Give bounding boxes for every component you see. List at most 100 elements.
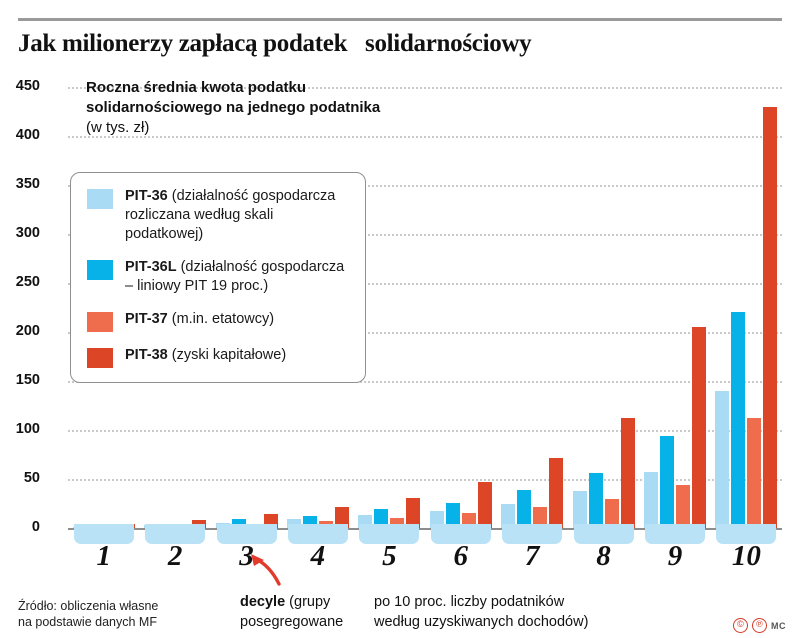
- bar-pit-36l-decile-9: [659, 435, 674, 528]
- phonogram-icon: ℗: [752, 618, 767, 633]
- bar-pit-37-decile-9: [675, 484, 690, 528]
- axis-caption-line2-right: według uzyskiwanych dochodów): [374, 614, 589, 630]
- legend-swatch-pit-36l: [87, 260, 113, 280]
- legend-label-pit-36l: PIT-36L (działalność gospodarcza – linio…: [125, 258, 353, 296]
- tick-highlight-10: [716, 524, 777, 544]
- bar-pit-38-decile-8: [620, 418, 635, 528]
- y-axis-tick-0: 0: [31, 519, 40, 535]
- bar-group-decile-1: [68, 87, 139, 544]
- bar-group-decile-5: [354, 87, 425, 544]
- gridline-450: [68, 87, 782, 89]
- gridline-300: [68, 234, 782, 236]
- tick-highlight-4: [287, 524, 348, 544]
- y-axis-tick-450: 450: [15, 78, 40, 94]
- x-axis-label-1: 1: [96, 540, 111, 572]
- gridline-200: [68, 332, 782, 334]
- bar-pit-38-decile-9: [691, 327, 706, 528]
- bar-pit-36-decile-6: [429, 511, 444, 528]
- axis-caption: decyle (grupy po 10 proc. liczby podatni…: [240, 592, 760, 632]
- y-axis-tick-200: 200: [15, 323, 40, 339]
- y-axis-tick-300: 300: [15, 225, 40, 241]
- legend-swatch-pit-38: [87, 348, 113, 368]
- bar-pit-36l-decile-7: [517, 489, 532, 528]
- bar-group-decile-10: [711, 87, 782, 544]
- bar-pit-36-decile-9: [643, 472, 658, 528]
- x-axis-label-3: 3: [239, 540, 254, 572]
- bar-pit-37-decile-10: [747, 418, 762, 528]
- bar-pit-36l-decile-4: [302, 516, 317, 528]
- legend-item-pit-36l: PIT-36L (działalność gospodarcza – linio…: [87, 258, 353, 296]
- x-axis-labels: 1 2 3 4 5 6 7 8 9 10: [68, 536, 782, 580]
- bar-pit-38-decile-4: [334, 507, 349, 528]
- bar-pit-36l-decile-8: [588, 473, 603, 528]
- x-axis-label-7: 7: [524, 540, 540, 572]
- bar-group-decile-2: [139, 87, 210, 544]
- gridline-100: [68, 430, 782, 432]
- legend-desc-pit-38: (zyski kapitałowe): [167, 347, 287, 363]
- bar-pit-37-decile-5: [390, 518, 405, 528]
- bar-pit-38-decile-10: [763, 106, 778, 528]
- author-initials: MC: [771, 620, 786, 631]
- legend-name-pit-37: PIT-37: [125, 311, 168, 327]
- gridline-250: [68, 283, 782, 285]
- axis-caption-line1-right: po 10 proc. liczby podatników: [374, 594, 565, 610]
- chart-subtitle: Roczna średnia kwota podatku solidarnośc…: [86, 78, 386, 138]
- chart-legend: PIT-36 (działalność gospodarcza rozlicza…: [70, 172, 366, 383]
- y-axis-tick-400: 400: [15, 127, 40, 143]
- source-line-2: na podstawie danych MF: [18, 615, 157, 629]
- chart-subtitle-unit: (w tys. zł): [86, 119, 150, 136]
- x-axis-label-8: 8: [596, 540, 611, 572]
- axis-caption-line1-left-text: (grupy: [285, 594, 331, 610]
- legend-name-pit-36l: PIT-36L: [125, 259, 177, 275]
- bar-group-decile-3: [211, 87, 282, 544]
- x-axis-label-2: 2: [167, 540, 183, 572]
- bar-group-decile-7: [496, 87, 567, 544]
- bar-group-decile-6: [425, 87, 496, 544]
- tick-highlight-8: [573, 524, 634, 544]
- bar-pit-36-decile-10: [715, 390, 730, 528]
- axis-caption-line2-left: posegregowane: [240, 614, 344, 630]
- legend-swatch-pit-36: [87, 189, 113, 209]
- copyright-marks: © ℗ MC: [733, 618, 786, 633]
- gridline-350: [68, 185, 782, 187]
- legend-label-pit-38: PIT-38 (zyski kapitałowe): [125, 346, 286, 365]
- chart-area: 0 50 100 150 200 250 300 350 400 450 1 2 3 4 5 6 7 8 9 10: [16, 78, 782, 572]
- legend-label-pit-36: PIT-36 (działalność gospodarcza rozlicza…: [125, 187, 353, 244]
- y-axis-tick-50: 50: [23, 470, 40, 486]
- axis-caption-keyword: decyle: [240, 594, 286, 610]
- legend-item-pit-36: PIT-36 (działalność gospodarcza rozlicza…: [87, 187, 353, 244]
- bar-pit-37-decile-7: [533, 507, 548, 528]
- chart-subtitle-bold: Roczna średnia kwota podatku solidarnośc…: [86, 79, 381, 116]
- bar-pit-37-decile-8: [604, 498, 619, 528]
- y-axis-tick-350: 350: [15, 176, 40, 192]
- tick-highlight-7: [502, 524, 563, 544]
- legend-swatch-pit-37: [87, 312, 113, 332]
- tick-highlight-2: [145, 524, 206, 544]
- gridline-400: [68, 136, 782, 138]
- bar-pit-36-decile-4: [286, 519, 301, 528]
- source-line-1: Źródło: obliczenia własne: [18, 599, 159, 613]
- bar-group-decile-9: [639, 87, 710, 544]
- bar-pit-38-decile-7: [549, 458, 564, 528]
- source-note: Źródło: obliczenia własne na podstawie d…: [18, 598, 278, 630]
- y-axis-tick-100: 100: [15, 421, 40, 437]
- bar-pit-36-decile-8: [572, 490, 587, 528]
- gridline-150: [68, 381, 782, 383]
- bar-pit-38-decile-6: [477, 481, 492, 528]
- copyright-icon: ©: [733, 618, 748, 633]
- bar-pit-36l-decile-10: [731, 312, 746, 528]
- decyle-pointer-arrow: [251, 554, 281, 586]
- tick-highlight-5: [359, 524, 420, 544]
- bar-group-decile-4: [282, 87, 353, 544]
- legend-label-pit-37: PIT-37 (m.in. etatowcy): [125, 310, 274, 329]
- legend-desc-pit-37: (m.in. etatowcy): [167, 311, 275, 327]
- gridline-0: [68, 528, 782, 530]
- legend-name-pit-36: PIT-36: [125, 188, 168, 204]
- y-axis-tick-150: 150: [15, 372, 40, 388]
- tick-highlight-9: [644, 524, 705, 544]
- bar-pit-36l-decile-5: [374, 509, 389, 528]
- x-axis-label-4: 4: [310, 540, 326, 572]
- axis-caption-line1-left: decyle (grupy: [240, 592, 368, 612]
- plot-region: 0 50 100 150 200 250 300 350 400 450: [16, 78, 782, 544]
- tick-highlight-3: [216, 524, 277, 544]
